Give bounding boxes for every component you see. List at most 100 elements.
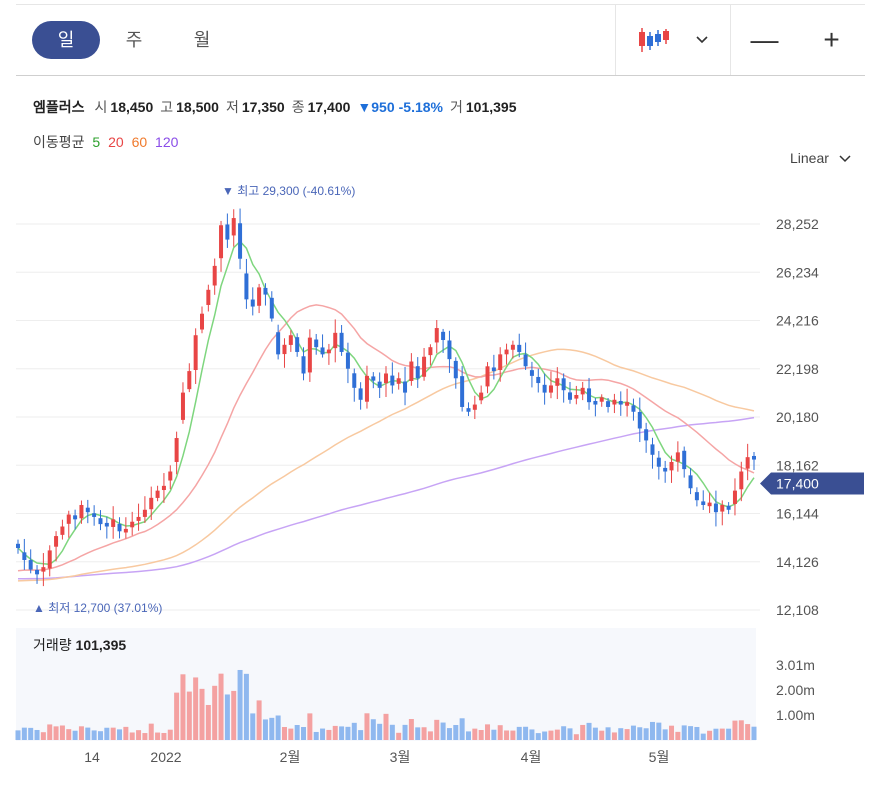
volume-bar (288, 728, 294, 740)
volume-bar (383, 713, 389, 740)
chevron-down-icon (839, 155, 851, 163)
volume-bar (624, 729, 630, 740)
ma60-line (17, 348, 755, 582)
candle (257, 287, 262, 306)
volume-bar (167, 729, 173, 740)
candle (206, 289, 211, 305)
scale-selector[interactable]: Linear (790, 150, 851, 166)
candle (98, 518, 103, 525)
candle (682, 450, 687, 470)
candle (85, 507, 90, 513)
volume-bar (53, 726, 59, 740)
volume-bar (243, 673, 249, 740)
candle (688, 475, 693, 489)
volume-bar (34, 729, 40, 740)
candle (517, 344, 522, 352)
volume-bar (516, 726, 522, 740)
scale-selector-label: Linear (790, 150, 829, 166)
candle (333, 332, 338, 349)
volume-bar (402, 724, 408, 740)
candle (142, 509, 147, 517)
volume-bar (269, 717, 275, 740)
volume-bar (459, 718, 465, 740)
x-tick-label: 2022 (150, 749, 181, 765)
candle (644, 429, 649, 441)
volume-bar (662, 729, 668, 740)
candle (631, 405, 636, 412)
open-value: 18,450 (110, 99, 154, 115)
volume-bar (59, 725, 65, 740)
volume-bar (611, 732, 617, 740)
candle (720, 504, 725, 512)
volume-bar (28, 727, 34, 740)
volume-bar (434, 719, 440, 740)
candle (669, 461, 674, 471)
volume-bar (643, 728, 649, 740)
volume-bar (358, 730, 364, 740)
volume-bar (364, 713, 370, 740)
volume-bar (726, 728, 732, 740)
x-tick-label: 3월 (390, 749, 411, 765)
volume-bar (136, 730, 142, 740)
candle (28, 560, 33, 570)
volume-bar (669, 725, 675, 740)
candle (485, 366, 490, 387)
candle (618, 400, 623, 405)
volume-bar (472, 728, 478, 740)
candle (111, 519, 116, 527)
candle (536, 376, 541, 384)
current-price-label: 17,400 (776, 475, 819, 491)
candle (390, 375, 395, 386)
volume-title-label: 거래량 (33, 637, 72, 653)
candle (301, 356, 306, 374)
candle (352, 373, 357, 388)
tab-weekly[interactable]: 주 (125, 30, 143, 50)
chart-type-selector[interactable] (615, 5, 730, 75)
stock-name: 엠플러스 (33, 99, 85, 115)
volume-bar (320, 728, 326, 740)
volume-bar (396, 732, 402, 740)
low-value: 17,350 (241, 99, 285, 115)
candle (16, 543, 20, 549)
y-tick-label: 20,180 (776, 409, 819, 425)
candle (168, 471, 173, 481)
volume-bar (745, 724, 751, 740)
candle (174, 438, 179, 462)
candle (675, 452, 680, 462)
candle (364, 375, 369, 402)
current-price-tag (760, 472, 864, 495)
candle (371, 376, 376, 381)
volume-bar (301, 727, 307, 740)
close-value: 17,400 (307, 99, 351, 115)
x-tick-label: 5월 (649, 749, 670, 765)
tab-monthly[interactable]: 월 (193, 30, 211, 50)
candle (54, 536, 59, 547)
volume-title-value: 101,395 (75, 637, 127, 653)
open-label: 시 (94, 99, 108, 115)
volume-bar (738, 720, 744, 740)
candle (726, 505, 731, 510)
candle (35, 569, 40, 575)
tab-daily[interactable]: 일 (32, 21, 100, 59)
candle (625, 402, 630, 406)
volume-bar (504, 730, 510, 740)
volume-bar (408, 719, 414, 740)
volume-bar (700, 733, 706, 740)
volume-bar (155, 732, 161, 740)
zoom-in-button[interactable]: + (823, 24, 840, 55)
candle (707, 502, 712, 507)
volume-bar (237, 669, 243, 740)
zoom-out-button[interactable]: — (750, 24, 779, 55)
volume-tick-label: 1.00m (776, 707, 815, 723)
candle (409, 361, 414, 381)
volume-bar (389, 724, 395, 740)
candle (47, 550, 52, 569)
volume-bar (40, 732, 46, 740)
y-tick-label: 24,216 (776, 313, 819, 329)
candle (415, 366, 420, 379)
candle (752, 455, 756, 460)
volume-bar (339, 726, 345, 740)
y-tick-label: 26,234 (776, 264, 819, 280)
candle (269, 297, 274, 319)
